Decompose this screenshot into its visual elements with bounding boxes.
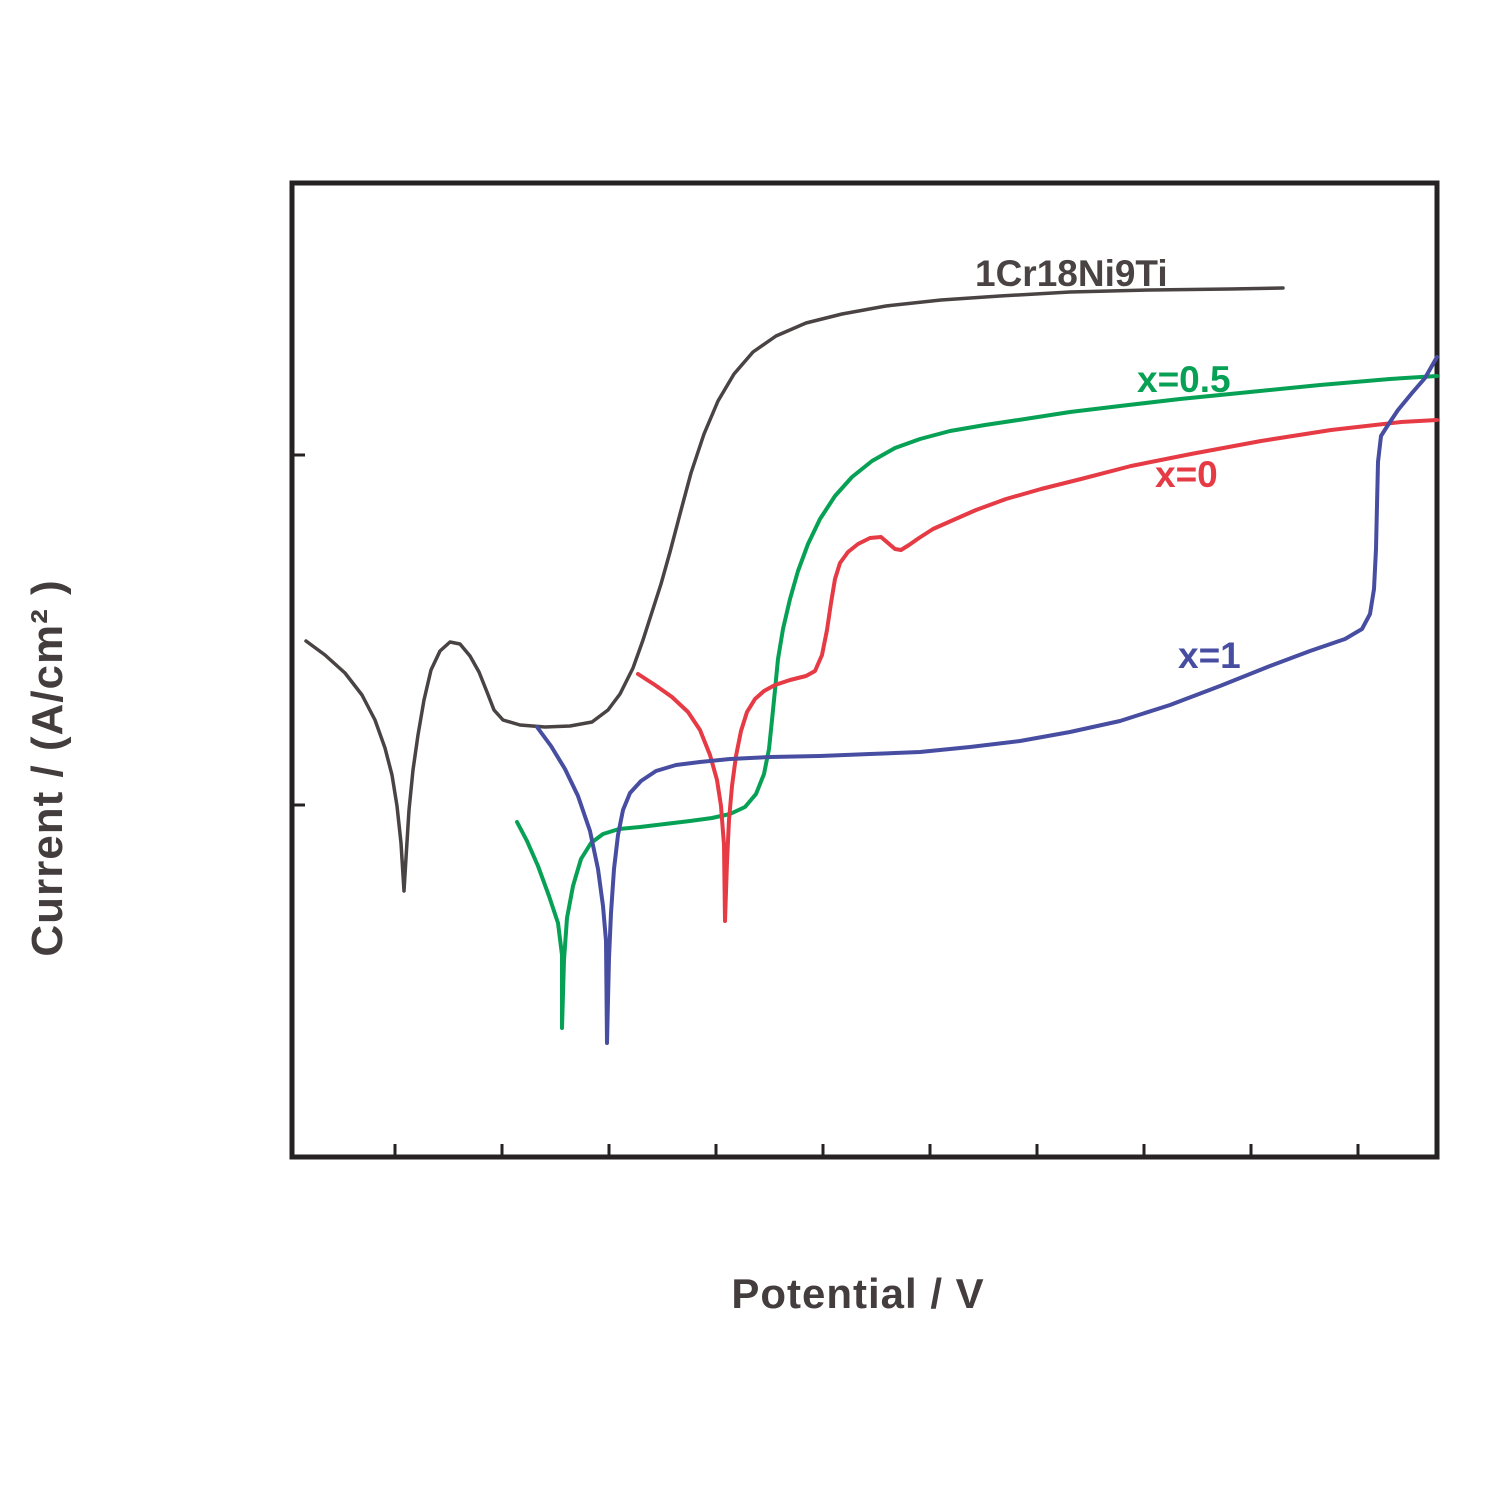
curve-1cr18ni9ti [304, 286, 1285, 893]
curve-label-1cr18ni9ti: 1Cr18Ni9Ti [975, 253, 1168, 294]
curve-label-x1: x=1 [1178, 635, 1241, 676]
curve-label-x0_5: x=0.5 [1137, 359, 1231, 400]
curve-x0 [636, 418, 1439, 923]
x-axis-label: Potential / V [731, 1270, 984, 1317]
plot-frame [289, 180, 1440, 1160]
y-axis-label: Current / (A/cm² ) [23, 579, 72, 956]
curves [304, 286, 1439, 1045]
y-axis-ticks [294, 453, 305, 807]
curve-x0_5 [515, 374, 1439, 1030]
curve-label-x0: x=0 [1155, 454, 1218, 495]
x-axis-ticks [393, 1144, 1360, 1155]
curve-x1 [535, 355, 1439, 1045]
